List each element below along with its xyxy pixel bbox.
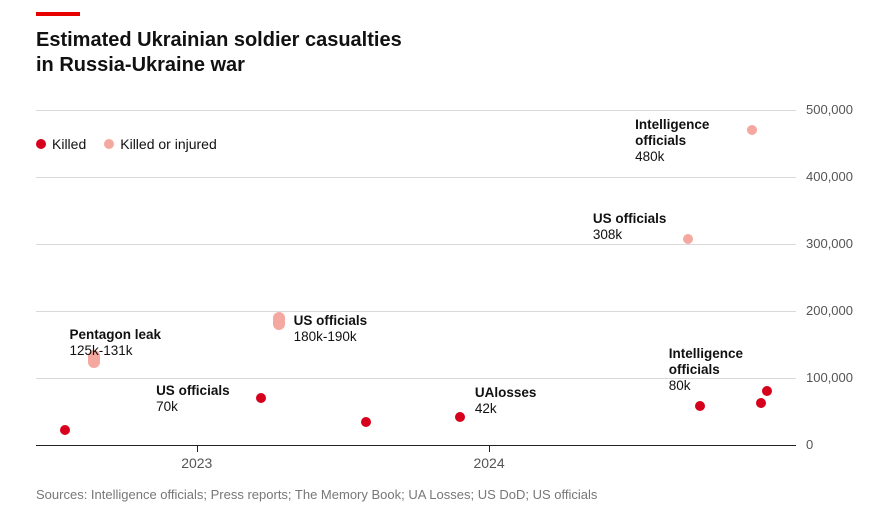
data-point	[256, 393, 266, 403]
y-axis-label: 400,000	[806, 169, 876, 184]
y-axis-label: 300,000	[806, 236, 876, 251]
title-line-1: Estimated Ukrainian soldier casualties	[36, 29, 402, 51]
x-axis-label: 2023	[181, 455, 212, 471]
data-range	[273, 312, 285, 330]
x-axis-tick	[197, 445, 198, 452]
data-point	[683, 234, 693, 244]
x-axis-label: 2024	[473, 455, 504, 471]
gridline	[36, 110, 796, 111]
y-axis-label: 100,000	[806, 370, 876, 385]
point-label: Intelligenceofficials480k	[635, 117, 709, 165]
x-axis-tick	[489, 445, 490, 452]
gridline	[36, 177, 796, 178]
y-axis-label: 200,000	[806, 303, 876, 318]
data-point	[747, 125, 757, 135]
gridline	[36, 311, 796, 312]
gridline	[36, 445, 796, 446]
chart-title: Estimated Ukrainian soldier casualties i…	[36, 28, 402, 78]
chart-area: 0100,000200,000300,000400,000500,0002023…	[36, 110, 796, 445]
source-line: Sources: Intelligence officials; Press r…	[36, 487, 597, 502]
point-label: US officials70k	[156, 383, 230, 415]
point-label: Intelligenceofficials80k	[669, 346, 743, 394]
data-point	[762, 386, 772, 396]
gridline	[36, 244, 796, 245]
data-point	[695, 401, 705, 411]
data-point	[60, 425, 70, 435]
data-point	[455, 412, 465, 422]
accent-bar	[36, 12, 80, 16]
point-label: US officials308k	[593, 211, 667, 243]
point-label: US officials180k-190k	[294, 313, 368, 345]
title-line-2: in Russia-Ukraine war	[36, 54, 245, 76]
y-axis-label: 500,000	[806, 102, 876, 117]
y-axis-label: 0	[806, 437, 876, 452]
data-point	[361, 417, 371, 427]
point-label: Pentagon leak125k-131k	[69, 327, 161, 359]
point-label: UAlosses42k	[475, 385, 537, 417]
data-point	[756, 398, 766, 408]
